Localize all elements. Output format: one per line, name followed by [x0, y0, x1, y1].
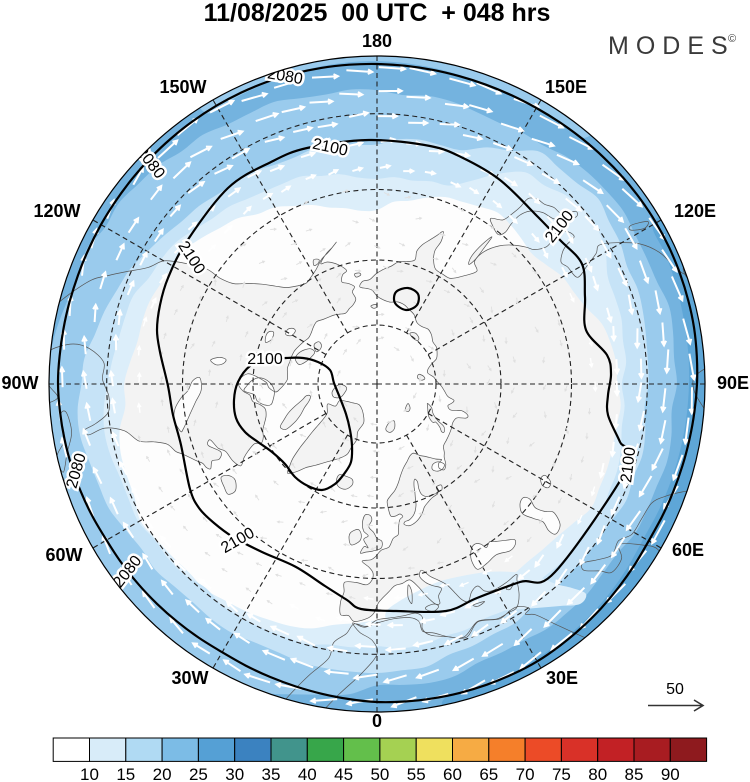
svg-text:45: 45 — [334, 765, 353, 782]
svg-text:90W: 90W — [1, 373, 38, 393]
svg-text:30: 30 — [225, 765, 244, 782]
svg-text:30E: 30E — [546, 668, 578, 688]
svg-text:60W: 60W — [45, 545, 82, 565]
svg-text:©: © — [728, 33, 736, 45]
svg-text:15: 15 — [116, 765, 135, 782]
svg-text:180: 180 — [362, 31, 392, 51]
svg-text:65: 65 — [479, 765, 498, 782]
svg-text:150W: 150W — [159, 77, 206, 97]
svg-text:30W: 30W — [171, 668, 208, 688]
svg-text:75: 75 — [552, 765, 571, 782]
svg-text:70: 70 — [516, 765, 535, 782]
svg-text:0: 0 — [372, 711, 382, 731]
svg-text:60: 60 — [443, 765, 462, 782]
svg-text:10: 10 — [80, 765, 99, 782]
svg-text:11/08/2025 00 UTC + 048 hrs: 11/08/2025 00 UTC + 048 hrs — [204, 0, 551, 27]
svg-text:40: 40 — [298, 765, 317, 782]
svg-text:60E: 60E — [672, 540, 704, 560]
svg-text:120E: 120E — [674, 201, 716, 221]
svg-text:20: 20 — [153, 765, 172, 782]
svg-text:MODES: MODES — [608, 32, 735, 60]
svg-text:80: 80 — [588, 765, 607, 782]
svg-text:50: 50 — [666, 681, 684, 698]
svg-text:50: 50 — [370, 765, 389, 782]
svg-text:150E: 150E — [545, 77, 587, 97]
svg-text:85: 85 — [625, 765, 644, 782]
svg-text:90E: 90E — [717, 373, 749, 393]
svg-text:120W: 120W — [33, 201, 80, 221]
svg-text:55: 55 — [407, 765, 426, 782]
svg-text:2100: 2100 — [247, 351, 283, 368]
svg-text:25: 25 — [189, 765, 208, 782]
svg-text:90: 90 — [661, 765, 680, 782]
svg-text:35: 35 — [262, 765, 281, 782]
